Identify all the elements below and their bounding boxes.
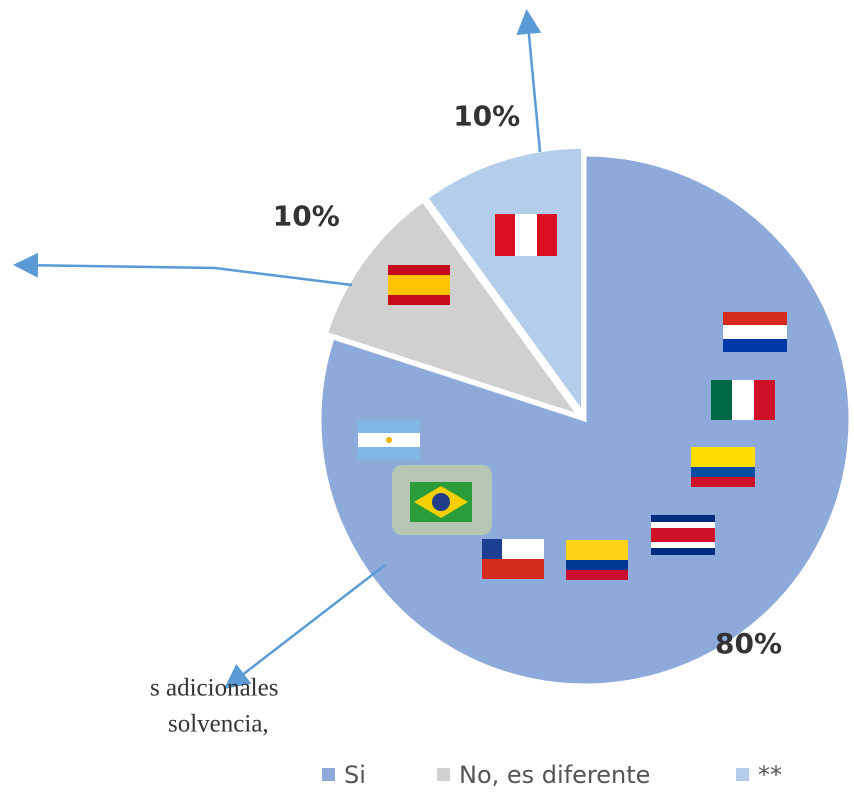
legend-swatch — [322, 768, 335, 781]
flag-costa-rica — [651, 515, 715, 555]
data-label: 10% — [453, 100, 520, 133]
legend-label: No, es diferente — [459, 761, 650, 789]
legend-label: Si — [344, 761, 366, 789]
data-label: 10% — [273, 200, 340, 233]
flag-mexico — [711, 380, 775, 420]
legend-swatch — [736, 768, 749, 781]
arrow — [13, 252, 353, 287]
flag-colombia — [566, 540, 628, 580]
arrow — [224, 564, 386, 690]
flag-brazil — [410, 482, 472, 522]
pie-slice — [424, 145, 585, 418]
flag-argentina — [358, 420, 420, 460]
flag-ecuador — [691, 447, 755, 487]
data-label: 80% — [715, 627, 782, 660]
flag-paraguay — [723, 312, 787, 352]
pie-slice — [324, 198, 583, 419]
flags — [358, 214, 787, 580]
flag-chile — [482, 539, 544, 579]
arrows — [13, 9, 542, 690]
legend-swatch — [437, 768, 450, 781]
annotation: solvencia, — [168, 711, 269, 738]
pie — [318, 145, 852, 687]
arrow — [516, 9, 542, 153]
legend-label: ** — [758, 761, 782, 789]
flag-peru — [495, 214, 557, 256]
pie-slice — [318, 153, 852, 687]
annotation: s adicionales — [150, 675, 278, 702]
flag-spain — [388, 265, 450, 305]
